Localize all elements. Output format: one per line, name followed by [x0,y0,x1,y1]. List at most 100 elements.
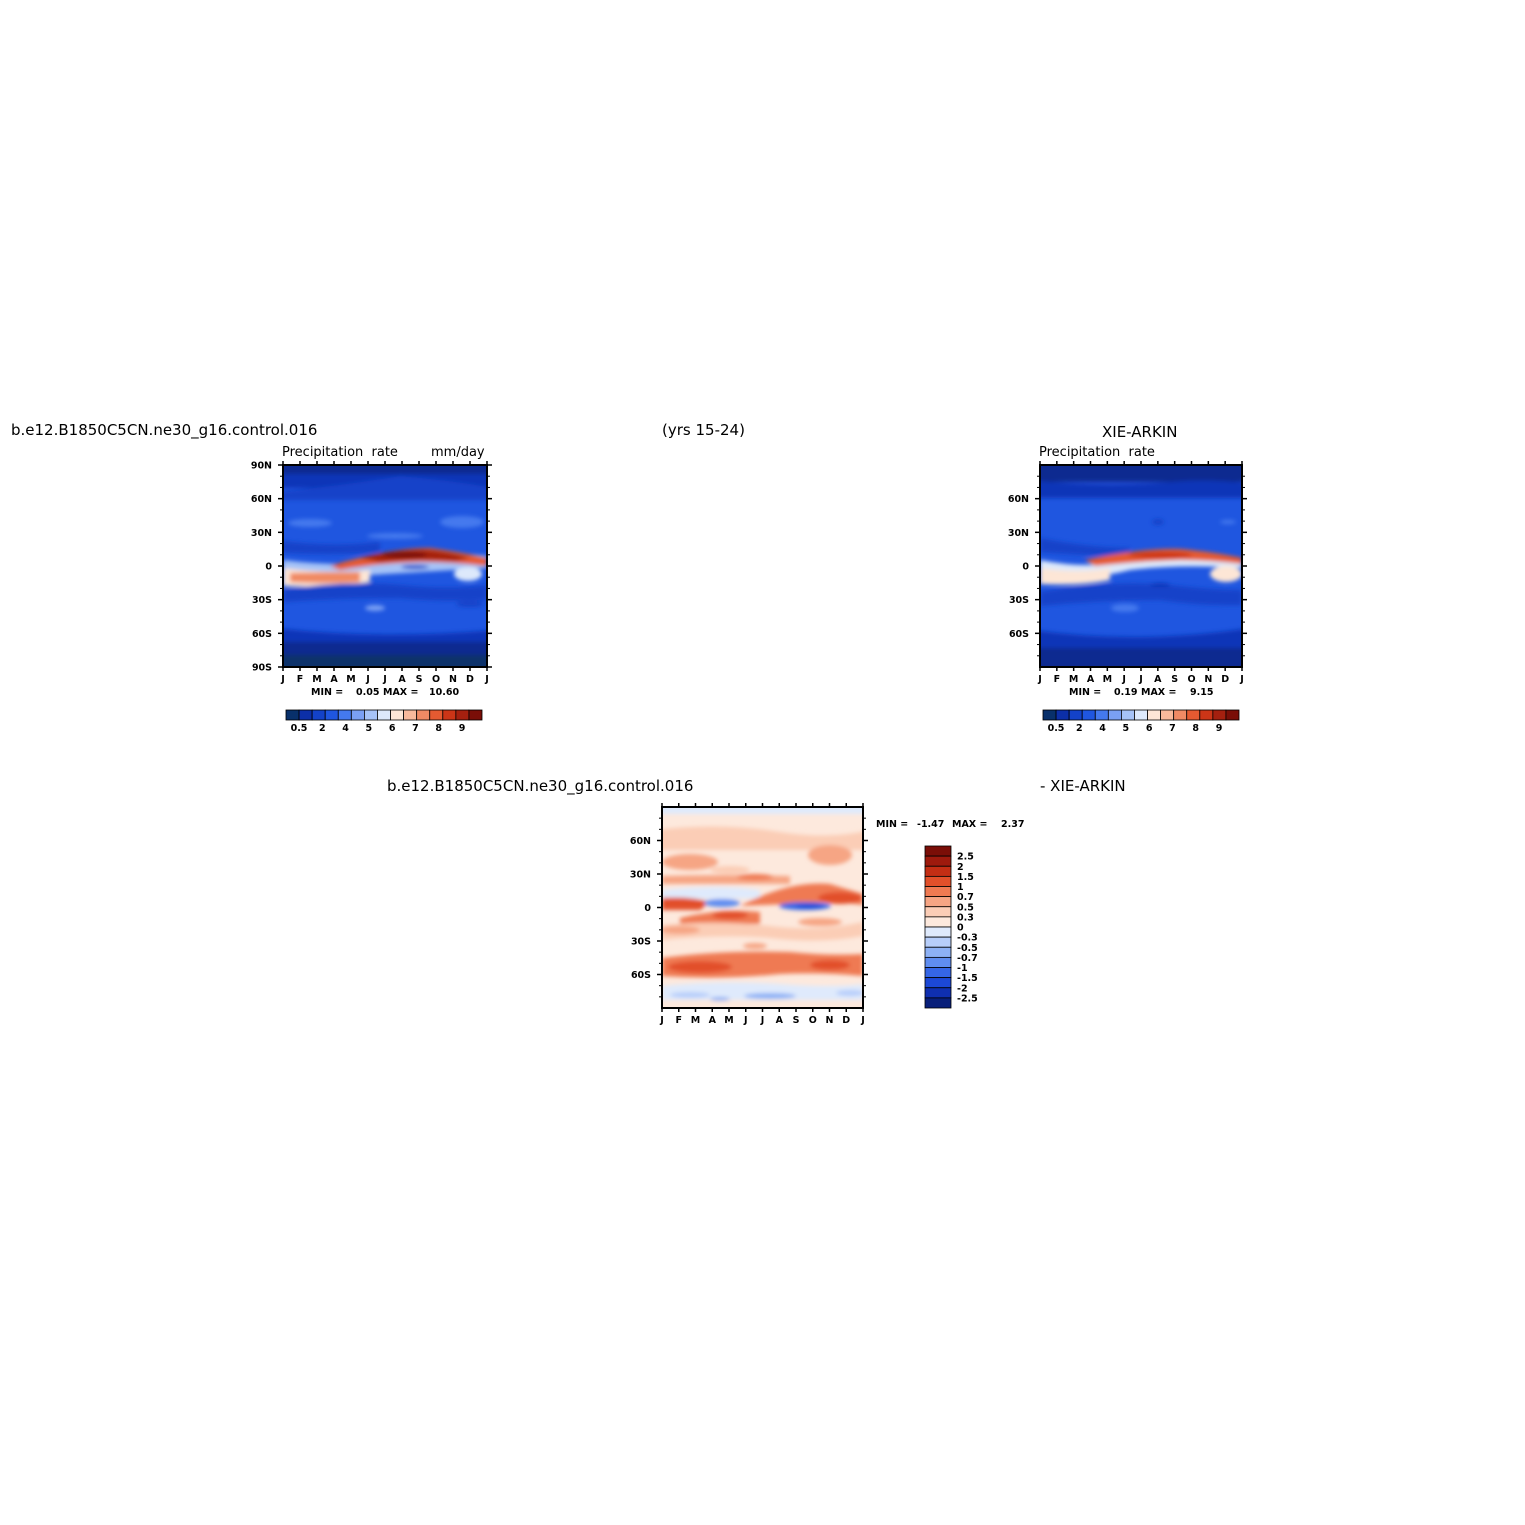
x-tick-label: F [297,674,304,685]
x-tick-label: M [312,674,321,685]
x-tick-label: J [365,674,370,685]
y-tick-label: 30N [251,528,272,539]
x-tick-label: D [842,1015,850,1026]
y-tick-label: 0 [1022,562,1029,573]
colorbar-swatch [1094,709,1109,721]
colorbar-swatch [403,709,418,721]
colorbar-label: 1 [957,882,964,893]
y-tick-label: 90N [251,461,272,472]
colorbar-swatch [468,709,483,721]
x-tick-label: M [691,1015,700,1026]
x-tick-label: A [776,1015,784,1026]
colorbar-swatch [1173,709,1188,721]
y-tick-label: 30S [1009,595,1029,606]
colorbar-label: -0.3 [957,933,978,944]
x-tick-label: N [449,674,457,685]
x-tick-label: M [1069,674,1078,685]
x-tick-label: A [398,674,406,685]
colorbar-swatch [924,956,952,968]
panel2-heatmap [1039,464,1243,668]
y-tick-label: 60S [1009,629,1029,640]
panel3-min-label: MIN = [876,819,909,830]
x-tick-label: D [466,674,474,685]
panel1-min-value: 0.05 [356,687,380,698]
panel3-colorbar: 2.521.510.70.50.30-0.3-0.5-0.7-1-1.5-2-2… [924,845,978,1009]
colorbar-label: 2 [957,862,964,873]
colorbar-swatch [442,709,457,721]
panel2-max-label: MAX = [1141,687,1177,698]
colorbar-label: 7 [412,723,419,734]
panel1-title: Precipitation rate [282,445,398,460]
colorbar-label: 4 [342,723,349,734]
x-tick-label: J [382,674,387,685]
colorbar-swatch [1225,709,1240,721]
panel2-title: Precipitation rate [1039,445,1155,460]
panel1-heatmap [282,464,488,668]
panel1-colorbar: 0.5 2 4 5 6 7 8 9 [285,709,483,734]
colorbar-swatch [1107,709,1122,721]
y-tick-label: 30N [1008,528,1029,539]
colorbar-swatch [924,906,952,918]
colorbar-label: 9 [459,723,466,734]
colorbar-swatch [924,845,952,857]
panel1-max-value: 10.60 [429,687,460,698]
x-tick-label: M [724,1015,733,1026]
colorbar-label: -0.5 [957,943,978,954]
colorbar-swatch [924,997,952,1009]
colorbar-swatch [285,709,300,721]
colorbar-swatch [924,916,952,928]
colorbar-swatch [924,875,952,887]
colorbar-swatch [1042,709,1057,721]
colorbar-swatch [416,709,431,721]
panel3-max-value: 2.37 [1001,819,1025,830]
y-tick-label: 60N [630,836,651,847]
colorbar-swatch [455,709,470,721]
x-tick-label: A [1154,674,1162,685]
y-tick-label: 60S [252,629,272,640]
diff-title-left: b.e12.B1850C5CN.ne30_g16.control.016 [387,777,694,795]
x-tick-label: M [1103,674,1112,685]
x-tick-label: S [793,1015,800,1026]
colorbar-swatch [924,977,952,989]
x-tick-label: M [346,674,355,685]
colorbar-swatch [350,709,365,721]
colorbar-label: 8 [1192,723,1199,734]
colorbar-label: 5 [366,723,373,734]
panel2-max-value: 9.15 [1190,687,1214,698]
colorbar-label: 5 [1123,723,1130,734]
panel1-min-label: MIN = [311,687,344,698]
colorbar-label: 6 [1146,723,1153,734]
x-tick-label: O [1187,674,1195,685]
colorbar-label: -2.5 [957,993,978,1004]
colorbar-swatch [924,946,952,958]
colorbar-swatch [1081,709,1096,721]
colorbar-label: -0.7 [957,953,978,964]
years-label: (yrs 15-24) [662,421,745,439]
colorbar-label: 0.3 [957,912,974,923]
panel3-min-value: -1.47 [917,819,945,830]
x-tick-label: J [1121,674,1126,685]
colorbar-swatch [924,936,952,948]
colorbar-swatch [337,709,352,721]
x-tick-label: O [432,674,440,685]
colorbar-swatch [1055,709,1070,721]
x-tick-label: J [659,1015,664,1026]
colorbar-swatch [924,926,952,938]
y-tick-label: 30N [630,870,651,881]
colorbar-label: 2 [319,723,326,734]
colorbar-swatch [1147,709,1161,721]
colorbar-swatch [298,709,313,721]
x-tick-label: J [1037,674,1042,685]
x-tick-label: F [1054,674,1061,685]
panel3-heatmap [661,806,864,1009]
colorbar-swatch [924,987,952,999]
x-tick-label: D [1221,674,1229,685]
x-tick-label: J [1138,674,1143,685]
colorbar-swatch [324,709,339,721]
colorbar-swatch [924,886,952,898]
colorbar-swatch [924,967,952,979]
